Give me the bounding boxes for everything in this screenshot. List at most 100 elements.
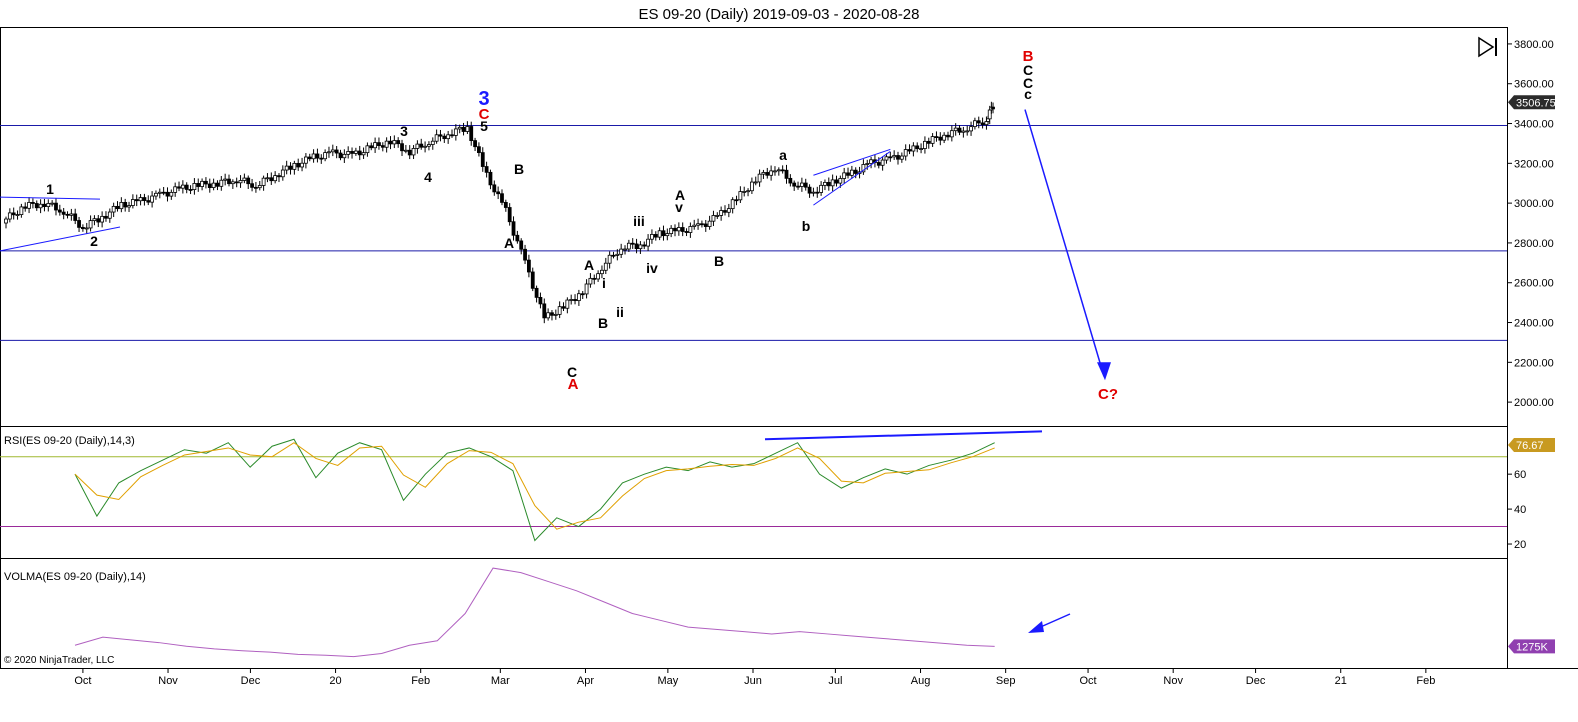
wave-label-lowA: A xyxy=(568,376,579,393)
candle-body xyxy=(400,143,404,152)
candle-body xyxy=(523,248,527,261)
candle-body xyxy=(980,122,985,126)
candle-body xyxy=(788,177,793,184)
price-tick-label: 3800.00 xyxy=(1514,39,1554,51)
candle-body xyxy=(142,197,147,201)
candle-body xyxy=(726,208,731,213)
candle-body xyxy=(803,182,808,188)
wave-label-riii: iii xyxy=(633,213,645,229)
candle-body xyxy=(238,180,243,184)
candle-body xyxy=(296,162,301,168)
candle-body xyxy=(473,140,477,148)
candle-body xyxy=(826,182,831,187)
candle-body xyxy=(869,159,873,164)
wave-label-topC2: C xyxy=(1023,75,1033,91)
wave-label-mB1: B xyxy=(514,161,524,177)
candle-body xyxy=(273,175,278,182)
candle-body xyxy=(250,183,254,188)
candle-body xyxy=(842,172,847,179)
candle-body xyxy=(753,181,758,184)
candle-body xyxy=(396,140,401,145)
candle-body xyxy=(592,277,597,280)
candle-body xyxy=(100,215,105,223)
candle-body xyxy=(27,202,31,209)
candle-body xyxy=(146,200,151,203)
price-pane[interactable] xyxy=(0,27,1508,427)
candle-body xyxy=(230,181,235,185)
candle-body xyxy=(34,203,39,209)
candle-body xyxy=(269,177,274,182)
time-tick-label: Nov xyxy=(1163,675,1183,687)
candle-body xyxy=(115,205,120,210)
wave-label-mA1: A xyxy=(504,235,514,251)
volma-pane-label: VOLMA(ES 09-20 (Daily),14) xyxy=(4,571,146,583)
candle-body xyxy=(500,193,504,203)
candle-body xyxy=(823,182,827,186)
play-to-end-icon[interactable] xyxy=(1478,36,1497,58)
candle-body xyxy=(23,206,28,209)
candle-body xyxy=(123,202,128,208)
candle-body xyxy=(353,150,358,154)
time-tick-label: Sep xyxy=(996,675,1016,687)
candle-body xyxy=(104,215,108,219)
candle-body xyxy=(511,221,516,236)
candle-body xyxy=(765,172,770,176)
candle-body xyxy=(365,145,370,154)
price-tick-label: 2800.00 xyxy=(1514,238,1554,250)
candle-body xyxy=(265,177,270,180)
candle-body xyxy=(892,155,897,158)
candle-body xyxy=(757,173,762,183)
candle-body xyxy=(284,165,289,171)
candle-body xyxy=(480,152,485,167)
candle-body xyxy=(242,177,247,181)
candle-body xyxy=(780,169,785,172)
candle-body xyxy=(31,202,35,204)
wave-label-rB: B xyxy=(598,315,608,331)
volma-pane[interactable] xyxy=(0,558,1508,669)
candle-body xyxy=(184,184,189,190)
candle-body xyxy=(588,277,593,285)
rsi-pane[interactable] xyxy=(0,426,1508,559)
candle-body xyxy=(903,149,908,157)
wave-label-rA: A xyxy=(584,257,594,273)
candle-body xyxy=(192,183,197,191)
candle-body xyxy=(334,149,339,154)
candle-body xyxy=(350,151,354,154)
candle-body xyxy=(991,106,995,110)
candle-body xyxy=(630,242,635,245)
candle-body xyxy=(584,283,589,295)
candle-body xyxy=(434,134,439,142)
candle-body xyxy=(169,191,174,197)
time-tick-label: 20 xyxy=(329,675,341,687)
candle-body xyxy=(4,218,8,224)
candle-body xyxy=(715,215,720,217)
candle-body xyxy=(307,156,312,160)
wave-label-riv: iv xyxy=(646,260,658,276)
volma-value-badge-bg xyxy=(1508,639,1555,654)
candle-body xyxy=(134,199,139,202)
candle-body xyxy=(42,203,47,208)
candle-body xyxy=(92,218,97,222)
candle-body xyxy=(619,248,624,255)
candle-body xyxy=(419,143,424,148)
candle-body xyxy=(315,153,320,159)
last-price-badge: 3506.75 xyxy=(1516,97,1556,109)
candle-body xyxy=(899,155,904,160)
wave-label-rb: b xyxy=(802,218,811,234)
candle-body xyxy=(457,126,462,130)
candle-body xyxy=(550,312,554,316)
candle-body xyxy=(542,303,547,319)
wave-label-w3_3: 3 xyxy=(400,123,408,139)
candle-body xyxy=(338,152,343,159)
candle-body xyxy=(961,130,966,133)
wave-label-targetC: C? xyxy=(1098,386,1118,403)
projection-arrow-line xyxy=(1024,109,1105,377)
candle-body xyxy=(177,186,181,189)
candle-body xyxy=(688,226,693,233)
candle-body xyxy=(188,189,193,191)
candle-body xyxy=(277,175,281,178)
wave-label-topc: c xyxy=(1024,86,1032,102)
candle-body xyxy=(915,145,920,150)
candle-body xyxy=(730,199,735,210)
